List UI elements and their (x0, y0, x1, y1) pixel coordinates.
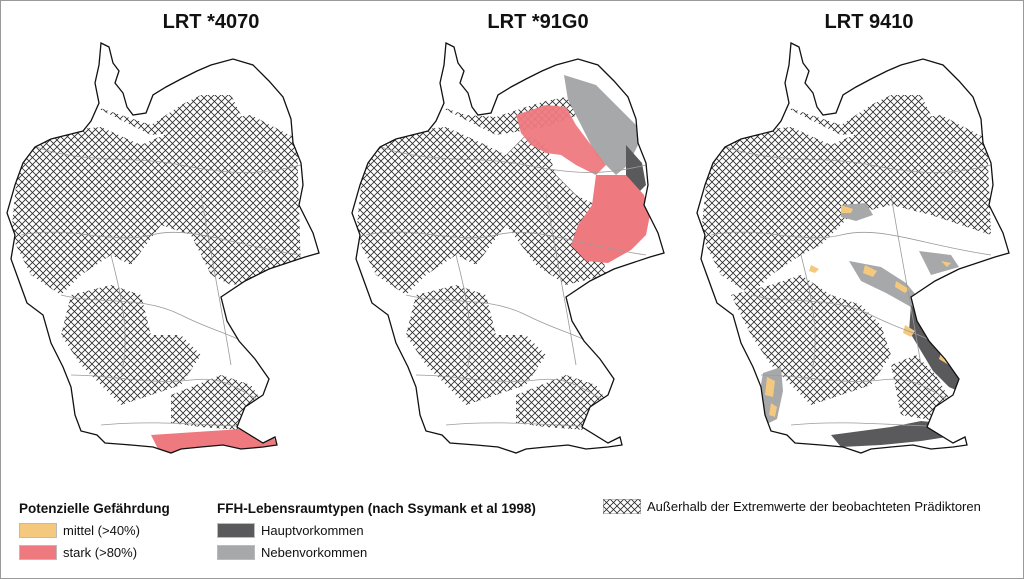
habitat-minor-east (919, 251, 959, 275)
legend-label-minor: Nebenvorkommen (261, 545, 368, 560)
threat-strong-north (516, 105, 606, 175)
map-lrt-9410 (696, 42, 1010, 454)
map-lrt-91g0 (351, 42, 665, 454)
legend-threat-heading: Potenzielle Gefährdung (19, 501, 170, 516)
legend-item-main: Hauptvorkommen (217, 523, 364, 538)
threat-strong-alps (151, 429, 277, 453)
hatch-area-center (61, 285, 201, 405)
hatch-area-center (406, 285, 546, 405)
habitat-minor-northeast (564, 75, 638, 175)
legend-label-hatch: Außerhalb der Extremwerte der beobachtet… (647, 499, 981, 514)
habitat-main-alps (831, 421, 947, 447)
legend-label-main: Hauptvorkommen (261, 523, 364, 538)
legend-item-strong: stark (>80%) (19, 545, 137, 560)
map-lrt-4070 (6, 42, 320, 454)
hatch-area-southeast (171, 375, 271, 430)
map-title-4070: LRT *4070 (162, 11, 260, 33)
hatch-area-coast (781, 95, 931, 135)
hatch-area-north (11, 115, 301, 295)
habitat-minor-erzgebirge (849, 261, 921, 307)
legend-item-minor: Nebenvorkommen (217, 545, 367, 560)
swatch-minor (217, 545, 255, 560)
legend-item-hatch: Außerhalb der Extremwerte der beobachtet… (603, 499, 981, 514)
hatch-area-center (731, 275, 891, 405)
hatch-area-north (356, 127, 606, 295)
hatch-area-southeast (891, 355, 953, 420)
swatch-main (217, 523, 255, 538)
swatch-medium (19, 523, 57, 538)
threat-strong-east (571, 175, 650, 263)
legend-label-medium: mittel (>40%) (63, 523, 140, 538)
region-boundaries (20, 144, 302, 428)
hatch-area-coast (91, 95, 241, 135)
map-title-9410: LRT 9410 (824, 11, 914, 33)
legend-item-medium: mittel (>40%) (19, 523, 140, 538)
swatch-strong (19, 545, 57, 560)
habitat-minor-harz (841, 203, 873, 221)
map-title-91g0: LRT *91G0 (487, 11, 589, 33)
hatch-area-southeast (516, 375, 616, 430)
legend-label-strong: stark (>80%) (63, 545, 138, 560)
legend-habitat-heading: FFH-Lebensraumtypen (nach Ssymank et al … (217, 501, 536, 516)
swatch-hatch (603, 499, 641, 514)
